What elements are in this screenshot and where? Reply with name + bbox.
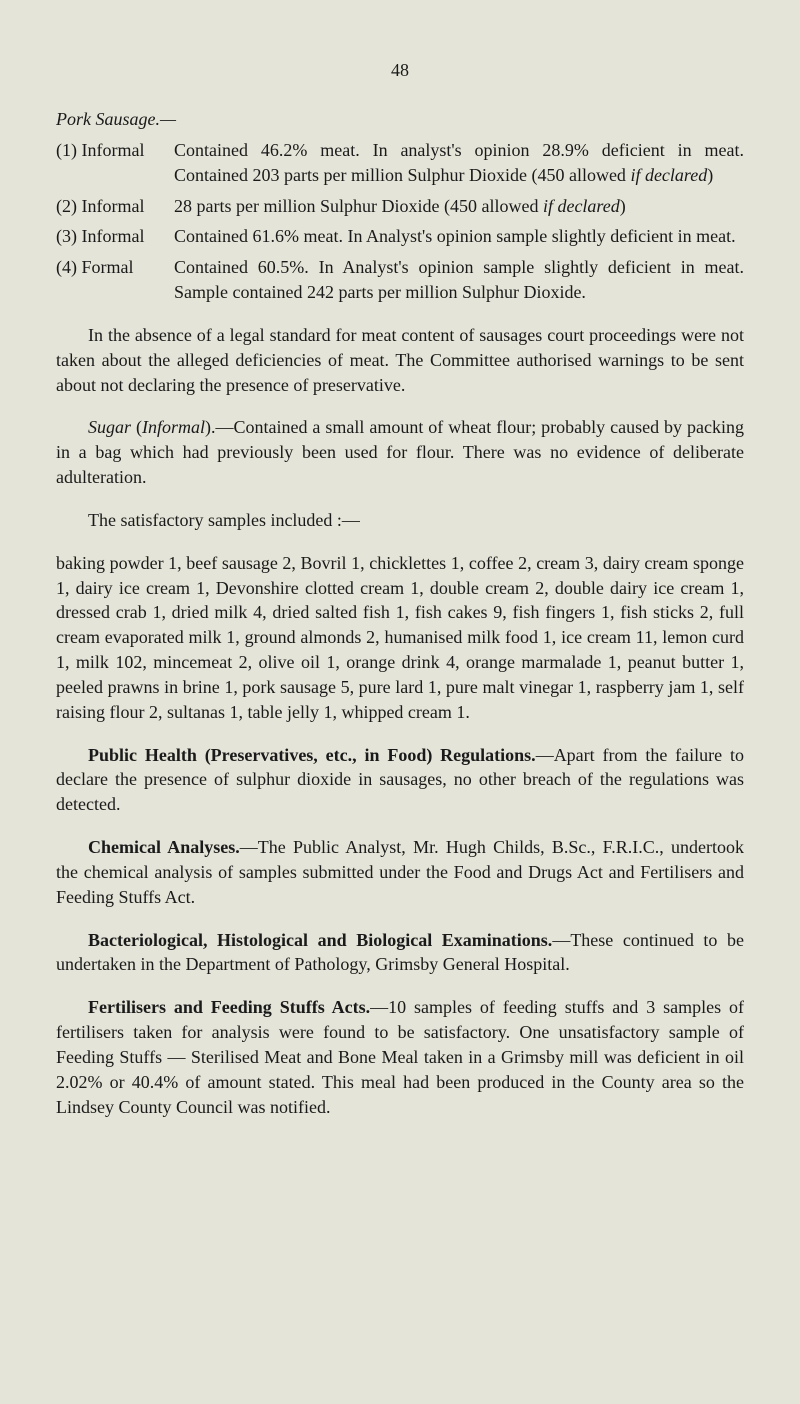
entry-row: (3) InformalContained 61.6% meat. In Ana…: [56, 224, 744, 249]
entry-row: (2) Informal28 parts per million Sulphur…: [56, 194, 744, 219]
entry-text: 28 parts per million Sulphur Dioxide (45…: [174, 194, 744, 219]
entry-text: Contained 60.5%. In Analyst's opinion sa…: [174, 255, 744, 305]
entry-label: (4) Formal: [56, 255, 174, 305]
entry-text: Contained 61.6% meat. In Analyst's opini…: [174, 224, 744, 249]
section-title: Pork Sausage.—: [56, 109, 744, 130]
paragraph: Chemical Analyses.—The Public Analyst, M…: [56, 835, 744, 909]
paragraph: Bacteriological, Histological and Biolog…: [56, 928, 744, 978]
entry-row: (4) FormalContained 60.5%. In Analyst's …: [56, 255, 744, 305]
paragraph: Fertilisers and Feeding Stuffs Acts.—10 …: [56, 995, 744, 1119]
entry-label: (1) Informal: [56, 138, 174, 188]
paragraphs-container: In the absence of a legal standard for m…: [56, 323, 744, 1119]
paragraph: baking powder 1, beef sausage 2, Bovril …: [56, 551, 744, 725]
paragraph: The satisfactory samples included :—: [56, 508, 744, 533]
page-number: 48: [56, 60, 744, 81]
entry-label: (2) Informal: [56, 194, 174, 219]
entries-list: (1) InformalContained 46.2% meat. In ana…: [56, 138, 744, 305]
entry-row: (1) InformalContained 46.2% meat. In ana…: [56, 138, 744, 188]
document-page: 48 Pork Sausage.— (1) InformalContained …: [0, 0, 800, 1179]
paragraph: Public Health (Preservatives, etc., in F…: [56, 743, 744, 817]
entry-label: (3) Informal: [56, 224, 174, 249]
paragraph: In the absence of a legal standard for m…: [56, 323, 744, 397]
entry-text: Contained 46.2% meat. In analyst's opini…: [174, 138, 744, 188]
paragraph: Sugar (Informal).—Contained a small amou…: [56, 415, 744, 489]
